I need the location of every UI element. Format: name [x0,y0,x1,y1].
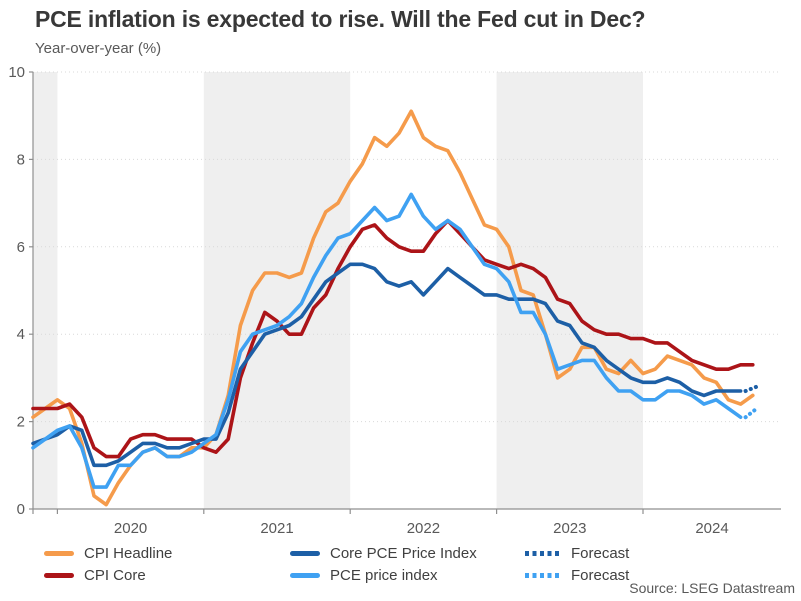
pce-swatch-icon [290,572,320,578]
forecast-dark-blue-dotted-swatch-icon [525,550,561,556]
series-line-core-pce-price-index [31,262,743,468]
legend-label: Core PCE Price Index [330,544,477,562]
legend-label: Forecast [571,566,630,584]
legend-label: CPI Core [84,566,146,584]
y-axis-label: 6 [17,239,25,256]
x-axis-label: 2024 [695,520,728,537]
legend-label: PCE price index [330,566,438,584]
legend-item-cpi-headline: CPI Headline [44,545,290,562]
chart-subtitle: Year-over-year (%) [35,40,162,57]
legend-item-forecast-core-pce: Forecast [525,545,629,562]
legend-label: CPI Headline [84,544,173,562]
cpi-core-swatch-icon [44,572,74,578]
legend-label: Forecast [571,544,630,562]
source-attribution: Source: LSEG Datastream [629,580,795,596]
core-pce-swatch-icon [290,550,320,556]
page-title: PCE inflation is expected to rise. Will … [35,6,646,32]
legend-item-pce: PCE price index [290,567,525,584]
year-shading-band [496,72,643,509]
legend-item-forecast-pce: Forecast [525,567,629,584]
line-chart: 0 2 4 6 8 10 2020 2021 2022 2023 2024 [8,64,781,537]
forecast-dotted-pce-price-index [743,406,759,420]
x-axis-label: 2021 [260,520,293,537]
legend-item-cpi-core: CPI Core [44,567,290,584]
y-axis-label: 2 [17,414,25,431]
x-axis-label: 2023 [553,520,586,537]
cpi-headline-swatch-icon [44,550,74,556]
legend: CPI Headline CPI Core Core PCE Price Ind… [44,542,629,586]
forecast-dotted-core-pce-price-index [743,384,759,394]
x-axis-label: 2022 [407,520,440,537]
y-axis-label: 4 [17,326,25,343]
series-line-pce-price-index [31,192,743,489]
series-line-cpi-core [31,218,755,459]
x-axis-label: 2020 [114,520,147,537]
y-axis-label: 8 [17,151,25,168]
legend-item-core-pce: Core PCE Price Index [290,545,525,562]
y-axis-label: 10 [8,64,25,81]
forecast-light-blue-dotted-swatch-icon [525,572,561,578]
y-axis-label: 0 [17,501,25,518]
